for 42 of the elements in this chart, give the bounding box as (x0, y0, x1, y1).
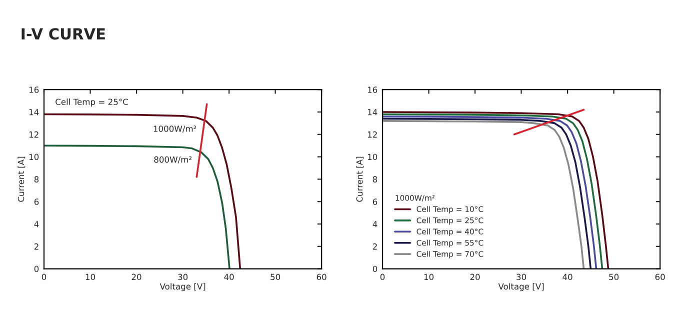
y-tick-label: 16 (368, 86, 378, 93)
x-axis-title: Voltage [V] (498, 283, 544, 292)
x-tick-label: 50 (609, 274, 619, 280)
x-axis-title: Voltage [V] (160, 283, 206, 292)
x-tick-label: 20 (470, 274, 480, 280)
y-axis-title: Current [A] (18, 156, 26, 202)
x-tick-label: 40 (562, 274, 572, 280)
x-tick-label: 0 (380, 274, 385, 280)
y-tick-label: 4 (372, 221, 378, 228)
y-tick-label: 12 (29, 131, 38, 138)
y-tick-label: 0 (34, 266, 39, 272)
annotation: Cell Temp = 25°C (56, 98, 128, 107)
y-tick-label: 4 (34, 221, 39, 228)
y-tick-label: 2 (34, 243, 38, 250)
x-tick-label: 10 (86, 274, 96, 280)
x-tick-label: 0 (42, 274, 46, 280)
y-axis-title: Current [A] (356, 156, 364, 202)
line-series (44, 144, 230, 269)
series-label: 1000W/m² (154, 126, 196, 133)
y-tick-label: 10 (368, 154, 378, 160)
series-label: 800W/m² (154, 156, 192, 164)
chart-title: I-V CURVE (22, 28, 105, 40)
y-tick-label: 8 (34, 176, 39, 182)
x-tick-label: 30 (178, 274, 188, 280)
y-tick-label: 0 (372, 266, 378, 272)
x-tick-label: 60 (655, 274, 665, 280)
y-tick-label: 12 (368, 131, 377, 138)
y-tick-label: 14 (368, 109, 378, 116)
line-series (44, 113, 242, 269)
x-tick-label: 20 (132, 274, 142, 280)
y-tick-label: 6 (34, 198, 39, 205)
x-tick-label: 60 (316, 274, 326, 280)
x-tick-label: 10 (424, 274, 434, 280)
y-tick-label: 2 (372, 243, 377, 250)
x-tick-label: 30 (516, 274, 526, 280)
y-tick-label: 14 (29, 109, 39, 116)
x-tick-label: 50 (270, 274, 280, 280)
y-tick-label: 6 (372, 198, 378, 205)
y-tick-label: 8 (372, 176, 378, 182)
x-tick-label: 40 (224, 274, 234, 280)
y-tick-label: 16 (29, 86, 39, 93)
y-tick-label: 10 (29, 154, 39, 160)
